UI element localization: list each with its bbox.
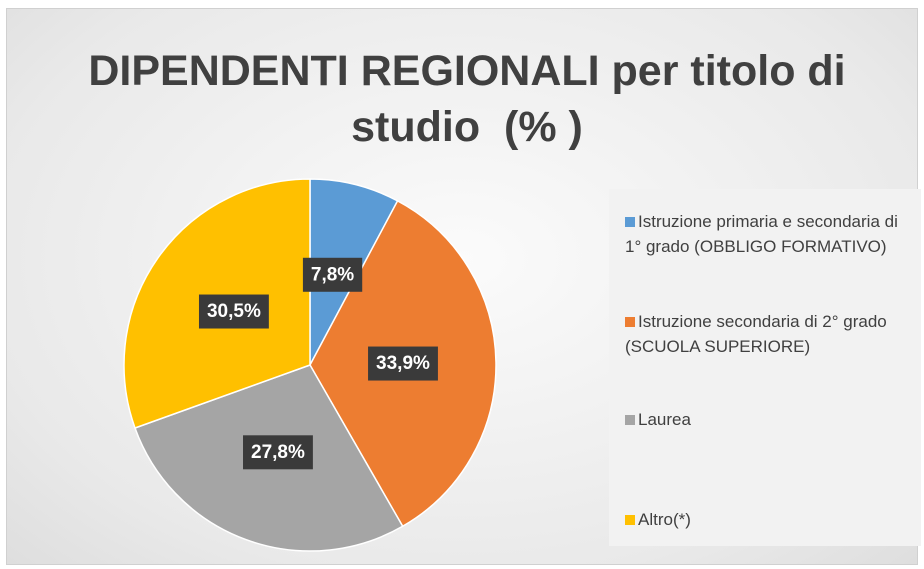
pie-chart: 7,8% 33,9% 27,8% 30,5% — [123, 178, 497, 552]
data-label: 7,8% — [302, 257, 363, 292]
legend-label: Altro(*) — [638, 510, 691, 529]
legend-label: Laurea — [638, 410, 691, 429]
data-label-box — [243, 435, 313, 470]
legend-swatch — [625, 217, 635, 227]
data-label: 27,8% — [243, 435, 313, 470]
legend-swatch — [625, 415, 635, 425]
chart-title: DIPENDENTI REGIONALI per titolo di studi… — [88, 47, 858, 151]
legend-swatch — [625, 317, 635, 327]
data-label-text: 7,8% — [311, 264, 354, 285]
data-label: 33,9% — [368, 346, 438, 381]
legend-entry: Istruzione primaria e secondaria di 1° g… — [625, 209, 915, 259]
chart-area: DIPENDENTI REGIONALI per titolo di studi… — [6, 8, 921, 565]
data-label-box — [302, 257, 363, 292]
data-label-text: 33,9% — [376, 353, 430, 374]
legend: Istruzione primaria e secondaria di 1° g… — [609, 189, 921, 546]
legend-label: Istruzione secondaria di 2° grado (SCUOL… — [625, 312, 887, 356]
legend-swatch — [625, 515, 635, 525]
data-label: 30,5% — [198, 294, 269, 329]
legend-entry: Istruzione secondaria di 2° grado (SCUOL… — [625, 309, 915, 359]
data-label-text: 30,5% — [207, 301, 261, 322]
data-label-text: 27,8% — [251, 442, 305, 463]
data-label-box — [368, 346, 438, 381]
legend-entry: Laurea — [625, 407, 915, 432]
legend-label: Istruzione primaria e secondaria di 1° g… — [625, 212, 898, 256]
data-label-box — [198, 294, 269, 329]
legend-entry: Altro(*) — [625, 507, 915, 532]
